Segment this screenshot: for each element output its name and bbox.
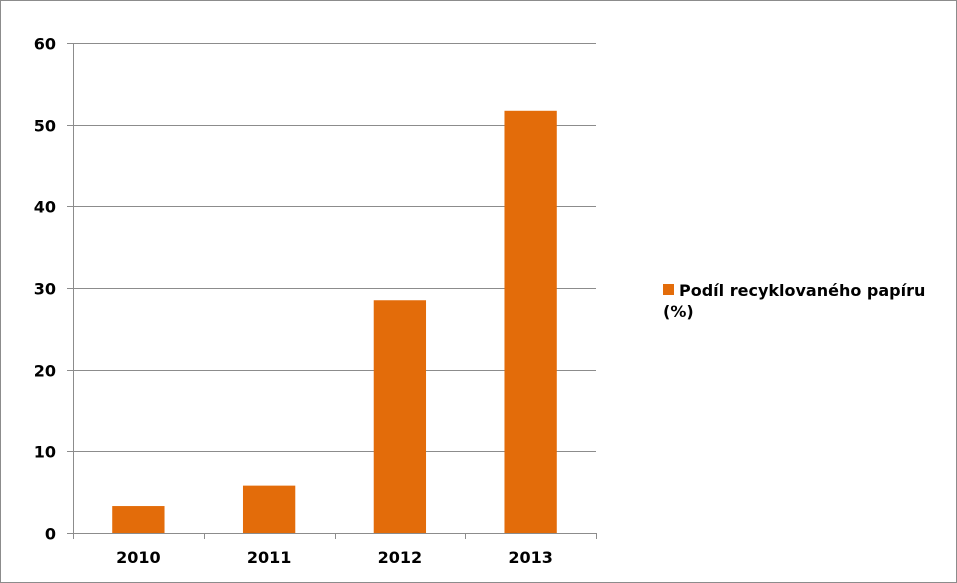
y-tick-label: 0 <box>45 525 56 544</box>
x-tick-labels: 2010 2011 2012 2013 <box>116 548 553 567</box>
bar-2013 <box>504 110 557 534</box>
y-tick-label: 60 <box>34 35 56 54</box>
bar-2010 <box>112 506 165 533</box>
axes <box>67 43 597 539</box>
bar-2011 <box>242 485 296 533</box>
x-tick-label: 2010 <box>116 548 161 567</box>
bars <box>112 110 557 534</box>
y-tick-label: 30 <box>34 280 56 299</box>
x-tick-label: 2011 <box>247 548 292 567</box>
legend: Podíl recyklovaného papíru (%) <box>663 280 933 322</box>
bar-2012 <box>373 300 427 533</box>
y-tick-label: 10 <box>34 443 56 462</box>
x-tick-label: 2013 <box>508 548 553 567</box>
x-tick-label: 2012 <box>378 548 423 567</box>
y-tick-label: 40 <box>34 198 56 217</box>
y-tick-label: 50 <box>34 117 56 136</box>
legend-swatch <box>663 284 674 295</box>
legend-label: Podíl recyklovaného papíru (%) <box>663 281 926 321</box>
y-tick-label: 20 <box>34 362 56 381</box>
y-tick-labels: 0 10 20 30 40 50 60 <box>34 35 56 544</box>
